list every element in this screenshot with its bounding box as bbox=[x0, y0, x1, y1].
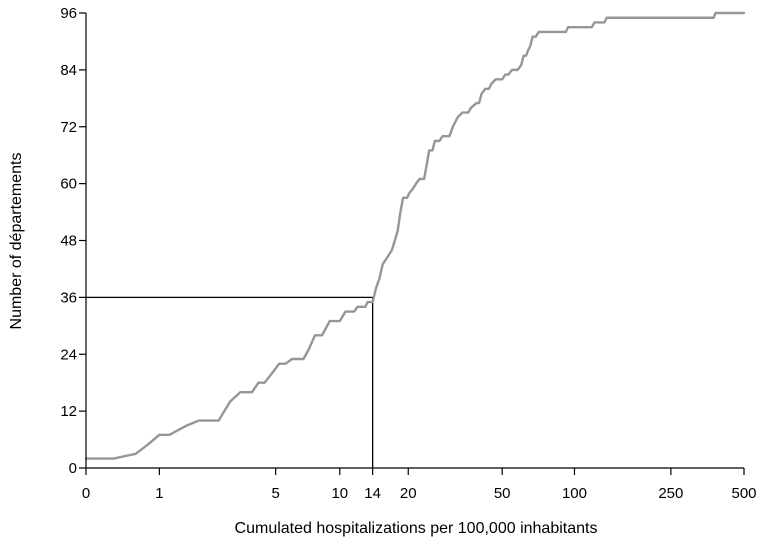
y-axis-ticks: 0 12 24 36 48 60 72 84 96 bbox=[60, 5, 86, 477]
plot-area bbox=[84, 11, 746, 468]
x-tick-label-5: 5 bbox=[271, 485, 279, 502]
x-tick-label-20: 20 bbox=[400, 485, 417, 502]
y-tick-label-24: 24 bbox=[60, 346, 77, 363]
x-tick-label-14: 14 bbox=[364, 485, 381, 502]
x-axis-ticks: 0 1 5 10 14 20 50 100 250 500 bbox=[82, 468, 757, 502]
y-tick-label-36: 36 bbox=[60, 289, 77, 306]
x-tick-label-1: 1 bbox=[155, 485, 163, 502]
y-tick-label-12: 12 bbox=[60, 403, 77, 420]
x-tick-label-500: 500 bbox=[731, 485, 756, 502]
axes: 0 12 24 36 48 60 72 84 96 0 1 5 10 14 20 50 100 250 500 bbox=[60, 5, 756, 502]
y-tick-label-96: 96 bbox=[60, 5, 77, 22]
y-tick-label-72: 72 bbox=[60, 119, 77, 136]
y-axis-title: Number of départements bbox=[8, 153, 25, 330]
x-tick-label-50: 50 bbox=[494, 485, 511, 502]
y-tick-label-60: 60 bbox=[60, 176, 77, 193]
y-tick-label-48: 48 bbox=[60, 233, 77, 250]
series-line bbox=[84, 11, 746, 460]
x-tick-label-0: 0 bbox=[82, 485, 90, 502]
x-tick-label-250: 250 bbox=[658, 485, 683, 502]
x-axis-title: Cumulated hospitalizations per 100,000 i… bbox=[235, 520, 598, 537]
y-tick-label-0: 0 bbox=[69, 460, 77, 477]
x-tick-label-10: 10 bbox=[331, 485, 348, 502]
x-tick-label-100: 100 bbox=[562, 485, 587, 502]
y-tick-label-84: 84 bbox=[60, 62, 77, 79]
